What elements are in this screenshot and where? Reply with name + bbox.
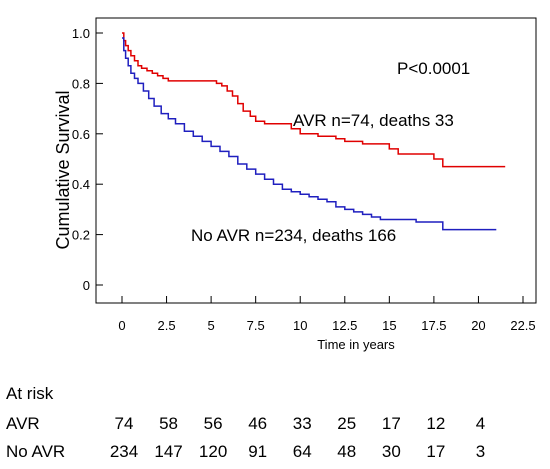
x-tick-label: 10 xyxy=(293,318,307,333)
at-risk-value-avr: 58 xyxy=(159,414,179,433)
x-axis: 0 2.5 5 7.5 10 12.5 15 17.5 20 22.5 xyxy=(118,296,536,333)
at-risk-value-no-avr: 147 xyxy=(154,442,183,461)
at-risk-row-label-avr: AVR xyxy=(6,414,40,433)
x-tick-label: 22.5 xyxy=(510,318,535,333)
at-risk-value-avr: 33 xyxy=(292,414,312,433)
x-tick-label: 0 xyxy=(118,318,125,333)
at-risk-value-avr: 25 xyxy=(337,414,357,433)
p-value-annotation: P<0.0001 xyxy=(397,59,470,78)
no-avr-survival-curve xyxy=(122,37,497,231)
x-tick-label: 20 xyxy=(471,318,485,333)
y-tick-label: 0.2 xyxy=(72,228,90,243)
x-tick-label: 17.5 xyxy=(421,318,446,333)
at-risk-value-no-avr: 91 xyxy=(248,442,268,461)
x-tick-label: 15 xyxy=(382,318,396,333)
at-risk-value-no-avr: 120 xyxy=(198,442,228,461)
x-tick-label: 12.5 xyxy=(332,318,357,333)
y-tick-label: 0 xyxy=(83,278,90,293)
at-risk-value-avr: 56 xyxy=(203,414,223,433)
at-risk-value-avr: 17 xyxy=(381,414,401,433)
y-tick-label: 1.0 xyxy=(72,26,90,41)
plot-area-frame xyxy=(95,17,537,304)
at-risk-row-label-no-avr: No AVR xyxy=(6,442,66,461)
survival-chart: 0 0.2 0.4 0.6 0.8 1.0 0 2.5 5 7.5 10 12.5 15 17.5 20 2… xyxy=(53,17,537,352)
at-risk-value-no-avr: 30 xyxy=(381,442,401,461)
y-axis-title: Cumulative Survival xyxy=(53,90,73,249)
at-risk-value-no-avr: 234 xyxy=(109,442,139,461)
series-layer xyxy=(122,32,506,231)
avr-survival-curve xyxy=(122,32,506,168)
at-risk-value-no-avr: 3 xyxy=(475,442,486,461)
at-risk-value-avr: 12 xyxy=(426,414,446,433)
at-risk-value-no-avr: 64 xyxy=(292,442,312,461)
avr-series-annotation: AVR n=74, deaths 33 xyxy=(293,111,454,130)
at-risk-value-no-avr: 48 xyxy=(337,442,357,461)
no-avr-series-annotation: No AVR n=234, deaths 166 xyxy=(191,226,396,245)
at-risk-value-no-avr: 17 xyxy=(426,442,446,461)
x-tick-label: 2.5 xyxy=(158,318,176,333)
y-tick-label: 0.8 xyxy=(72,76,90,91)
at-risk-value-avr: 46 xyxy=(248,414,268,433)
at-risk-value-avr: 74 xyxy=(114,414,134,433)
y-axis: 0 0.2 0.4 0.6 0.8 1.0 xyxy=(72,26,103,293)
y-tick-label: 0.6 xyxy=(72,127,90,142)
at-risk-value-avr: 4 xyxy=(475,414,486,433)
at-risk-title: At risk xyxy=(6,384,54,403)
x-axis-title: Time in years xyxy=(317,337,395,352)
y-tick-label: 0.4 xyxy=(72,177,90,192)
x-tick-label: 7.5 xyxy=(247,318,265,333)
x-tick-label: 5 xyxy=(207,318,214,333)
